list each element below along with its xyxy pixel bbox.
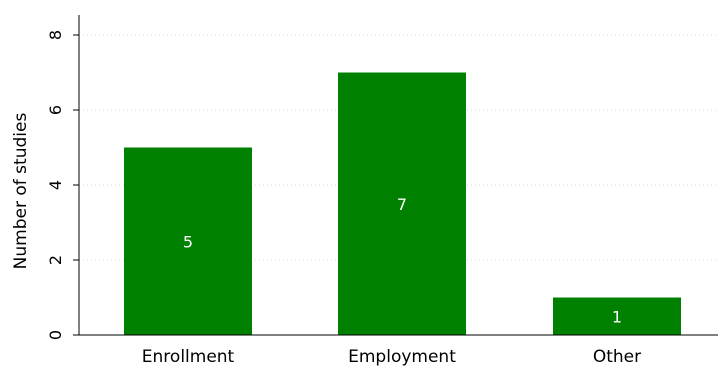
axes [78, 15, 718, 336]
y-ticks: 0 2 4 6 8 [46, 30, 79, 340]
gridlines [79, 34, 718, 261]
data-label-other: 1 [612, 307, 622, 326]
x-tick-label-employment: Employment [348, 347, 456, 367]
bars [124, 72, 681, 335]
bar-other [553, 297, 681, 335]
y-tick-label-4: 4 [46, 180, 65, 190]
y-tick-label-0: 0 [46, 330, 65, 340]
bar-enrollment [124, 147, 252, 335]
x-tick-label-enrollment: Enrollment [142, 347, 235, 367]
y-axis-title: Number of studies [11, 113, 31, 270]
data-label-enrollment: 5 [183, 232, 193, 251]
y-tick-label-2: 2 [46, 255, 65, 265]
x-category-labels: Enrollment Employment Other [142, 347, 641, 367]
x-tick-label-other: Other [593, 347, 641, 367]
data-labels: 5 7 1 [183, 195, 622, 327]
y-tick-label-8: 8 [46, 30, 65, 40]
bar-employment [338, 72, 466, 335]
data-label-employment: 7 [397, 195, 407, 214]
y-tick-label-6: 6 [46, 105, 65, 115]
